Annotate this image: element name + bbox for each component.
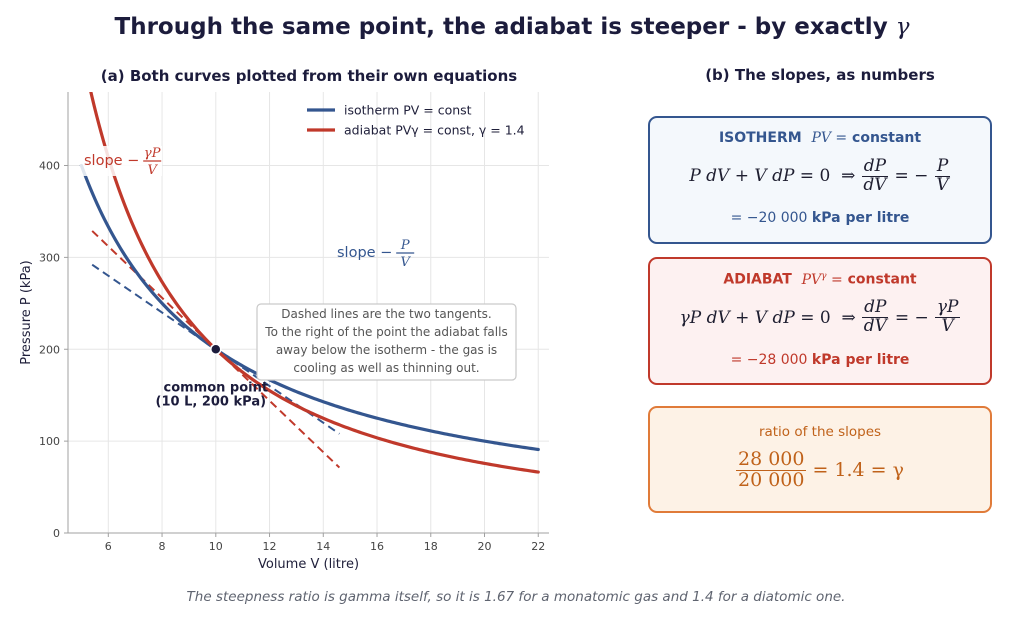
adiabat-law: PVγ = (801, 271, 843, 288)
x-tick-label: 6 (105, 540, 112, 553)
y-tick-label: 0 (53, 527, 60, 540)
ratio-equation: 28 000 20 000 = 1.4 = γ (650, 448, 990, 491)
y-tick-label: 200 (39, 343, 60, 356)
isotherm-slope-label-text: slope − (337, 245, 392, 261)
adiabat-card-header: ADIABAT PVγ = constant (650, 271, 990, 288)
isotherm-slope-label-numerator: P (400, 238, 410, 253)
isotherm-legend-label: isotherm PV = const (344, 103, 472, 118)
adiabat-card-name: ADIABAT (723, 271, 792, 288)
x-tick-label: 22 (531, 540, 545, 553)
y-tick-label: 100 (39, 435, 60, 448)
callout-line: To the right of the point the adiabat fa… (264, 325, 507, 339)
x-tick-label: 16 (370, 540, 384, 553)
y-tick-label: 300 (39, 251, 60, 264)
adiabat-slope-label: slope − γP V (84, 146, 162, 178)
x-axis-label: Volume V (litre) (258, 557, 359, 572)
callout-line: away below the isotherm - the gas is (276, 343, 497, 357)
page-title: Through the same point, the adiabat is s… (114, 14, 910, 40)
chart-panel-a: (a) Both curves plotted from their own e… (19, 67, 549, 573)
adiabat-slope-label-numerator: γP (144, 146, 161, 161)
footnote: The steepness ratio is gamma itself, so … (186, 589, 846, 605)
adiabat-equation: γP dV + V dP = 0 ⇒ dP dV = − γP V (679, 297, 961, 337)
adiabat-slope-label-denominator: V (148, 163, 159, 178)
isotherm-card: ISOTHERM PV = constant P dV + V dP = 0 ⇒… (648, 116, 992, 244)
panel-b-title: (b) The slopes, as numbers (705, 66, 935, 84)
tick-labels: 6 8 10 12 14 16 18 20 22 0 100 200 300 400 Volume V (l… (19, 160, 545, 573)
adiabat-card: ADIABAT PVγ = constant γP dV + V dP = 0 … (648, 257, 992, 385)
common-point-coords: (10 L, 200 kPa) (156, 394, 267, 409)
legend: isotherm PV = const adiabat PVγ = const, … (307, 103, 525, 138)
isotherm-card-name: ISOTHERM (718, 130, 802, 146)
chart-title: (a) Both curves plotted from their own e… (101, 67, 518, 85)
common-point-label: common point (163, 380, 268, 395)
x-tick-label: 12 (263, 540, 277, 553)
ratio-card-label: ratio of the slopes (758, 424, 882, 440)
adiabat-result: = −28 000 kPa per litre (730, 351, 910, 368)
x-tick-label: 10 (209, 540, 223, 553)
isotherm-result: = −20 000 kPa per litre (730, 210, 910, 226)
gamma-symbol: γ (895, 14, 910, 40)
adiabat-curve (89, 92, 540, 474)
common-point-marker (210, 343, 222, 355)
ratio-card: ratio of the slopes 28 000 20 000 = 1.4 =… (648, 406, 992, 513)
y-tick-label: 400 (39, 160, 60, 173)
ratio-result: = 1.4 = γ (812, 459, 904, 482)
adiabat-legend-label: adiabat PVγ = const, γ = 1.4 (344, 123, 525, 138)
y-axis-label: Pressure P (kPa) (19, 260, 34, 365)
ratio-denominator: 20 000 (737, 468, 805, 491)
callout-box (256, 303, 517, 381)
x-tick-label: 20 (478, 540, 492, 553)
callout-line: cooling as well as thinning out. (293, 361, 479, 375)
isotherm-law: PV = (811, 130, 848, 146)
ratio-numerator: 28 000 (735, 448, 807, 471)
isotherm-card-header: ISOTHERM PV = constant (650, 130, 990, 146)
isotherm-law-rhs: constant (852, 130, 922, 146)
x-tick-label: 8 (159, 540, 166, 553)
callout-line: Dashed lines are the two tangents. (281, 307, 491, 321)
x-tick-label: 18 (424, 540, 438, 553)
adiabat-law-rhs: constant (847, 271, 917, 288)
x-tick-label: 14 (316, 540, 330, 553)
isotherm-slope-label: slope − PV (337, 238, 415, 270)
adiabat-slope-label-text: slope − (84, 153, 139, 169)
tangent-callout: Dashed lines are the two tangents. To the… (256, 303, 517, 381)
isotherm-curve (79, 163, 540, 452)
isotherm-slope-label-denominator: V (401, 255, 412, 270)
